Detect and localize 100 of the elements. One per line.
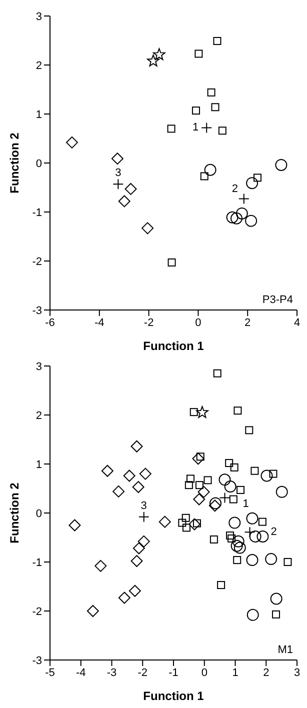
point xyxy=(246,177,258,190)
point xyxy=(244,526,256,538)
point xyxy=(193,493,206,506)
point xyxy=(258,518,266,526)
point xyxy=(182,514,190,522)
point xyxy=(226,211,238,224)
point xyxy=(236,486,244,494)
point xyxy=(196,406,208,418)
x-tick-label: -5 xyxy=(45,666,55,679)
x-tick-label: -2 xyxy=(144,316,154,329)
point xyxy=(192,106,200,115)
y-tick-label: -1 xyxy=(32,556,42,569)
point xyxy=(229,495,238,504)
point xyxy=(256,530,269,543)
x-tick-label: -1 xyxy=(168,666,178,679)
y-tick-label: -3 xyxy=(32,654,42,667)
point xyxy=(230,212,242,224)
point xyxy=(132,481,144,494)
x-tick-label: -3 xyxy=(106,666,117,679)
point xyxy=(118,592,130,604)
y-tick-label: 3 xyxy=(36,360,42,373)
point xyxy=(226,532,234,540)
point xyxy=(218,126,226,135)
x-tick-label: -2 xyxy=(138,666,148,679)
point xyxy=(101,464,114,477)
x-tick-label: -4 xyxy=(76,666,86,679)
point xyxy=(142,222,154,234)
point xyxy=(211,103,220,112)
point xyxy=(158,516,171,528)
point xyxy=(238,193,250,204)
point xyxy=(111,152,124,165)
point xyxy=(130,440,143,452)
y-tick-label: -2 xyxy=(32,606,42,618)
point xyxy=(270,592,282,605)
point xyxy=(139,468,152,480)
point xyxy=(233,556,242,564)
point xyxy=(217,581,226,590)
y-tick-label: 2 xyxy=(36,60,42,72)
point xyxy=(207,88,216,96)
point xyxy=(124,182,137,195)
point xyxy=(210,535,218,544)
point xyxy=(112,485,125,498)
point xyxy=(184,481,193,490)
point xyxy=(209,497,222,510)
point xyxy=(188,518,200,530)
point xyxy=(253,174,262,182)
point xyxy=(132,542,145,554)
x-tick-label: -4 xyxy=(94,316,104,329)
point xyxy=(246,512,258,524)
point xyxy=(245,214,258,227)
y-tick-label: 2 xyxy=(36,410,42,422)
point xyxy=(66,136,78,148)
x-tick-label: 0 xyxy=(195,316,202,329)
x-tick-label: 0 xyxy=(201,666,208,679)
x-tick-label: 2 xyxy=(244,316,251,329)
point xyxy=(130,555,143,568)
annotation: 1 xyxy=(192,122,199,134)
point xyxy=(204,476,212,484)
point xyxy=(208,500,221,512)
point xyxy=(123,470,136,482)
y-tick-label: -1 xyxy=(32,206,42,219)
point xyxy=(94,560,107,572)
point xyxy=(265,553,278,566)
annotation: 3 xyxy=(140,500,147,512)
x-tick-label: -6 xyxy=(45,316,55,329)
point xyxy=(245,426,254,434)
point xyxy=(112,178,124,190)
point xyxy=(269,470,278,478)
x-tick-label: 3 xyxy=(294,666,300,679)
point xyxy=(213,36,222,45)
point xyxy=(178,518,186,527)
y-axis-title: Function 2 xyxy=(7,482,22,544)
point xyxy=(147,54,160,66)
annotation: 1 xyxy=(242,498,249,510)
point xyxy=(213,369,222,378)
point xyxy=(246,608,259,621)
point xyxy=(250,466,259,475)
annotation: 2 xyxy=(232,182,238,195)
annotation: 3 xyxy=(115,167,122,180)
point xyxy=(152,48,166,60)
point xyxy=(276,486,288,498)
point xyxy=(200,172,208,180)
point xyxy=(236,207,248,220)
point xyxy=(192,452,204,465)
point xyxy=(232,535,244,548)
y-tick-label: 3 xyxy=(36,10,42,23)
point xyxy=(272,610,280,618)
annotation: M1 xyxy=(278,644,293,656)
point xyxy=(198,486,210,498)
y-tick-label: 1 xyxy=(36,108,42,121)
point xyxy=(230,463,238,472)
point xyxy=(246,554,258,566)
y-axis-title: Function 2 xyxy=(7,132,22,194)
point xyxy=(86,605,99,617)
point xyxy=(260,470,273,482)
point xyxy=(284,558,292,566)
point xyxy=(218,474,231,486)
point xyxy=(224,480,236,493)
point xyxy=(195,481,204,490)
point xyxy=(228,534,236,542)
